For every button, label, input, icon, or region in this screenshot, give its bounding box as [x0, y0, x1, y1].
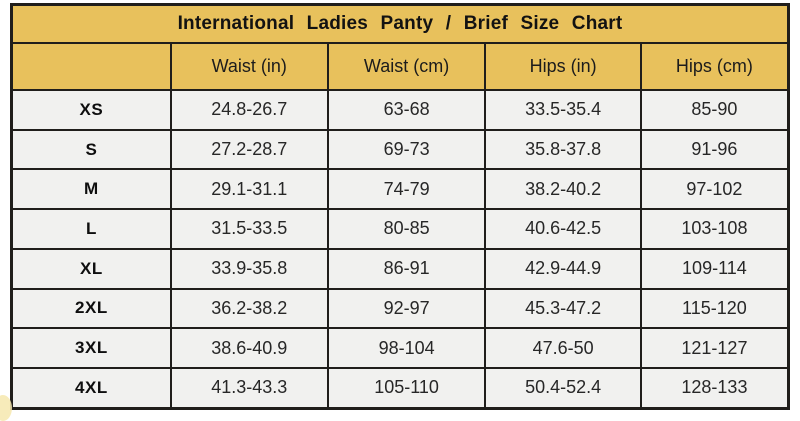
hips-in-value: 38.2-40.2	[484, 168, 642, 211]
size-label: L	[10, 208, 172, 250]
table-row-3xl: 3XL 38.6-40.9 98-104 47.6-50 121-127	[10, 327, 790, 369]
col-header-hips-in: Hips (in)	[484, 42, 642, 91]
waist-cm-value: 74-79	[326, 168, 487, 211]
table-row-xl: XL 33.9-35.8 86-91 42.9-44.9 109-114	[10, 247, 790, 290]
waist-in-value: 29.1-31.1	[169, 168, 329, 211]
hips-in-value: 50.4-52.4	[484, 366, 642, 410]
hips-in-value: 42.9-44.9	[484, 247, 642, 290]
size-label: 3XL	[10, 327, 172, 369]
waist-in-value: 41.3-43.3	[169, 366, 329, 410]
size-label: XL	[10, 247, 172, 290]
hips-cm-value: 121-127	[639, 327, 790, 369]
size-label: 2XL	[10, 287, 172, 330]
hips-cm-value: 103-108	[639, 208, 790, 250]
col-header-waist-cm: Waist (cm)	[326, 42, 487, 91]
waist-cm-value: 86-91	[326, 247, 487, 290]
waist-cm-value: 92-97	[326, 287, 487, 330]
title-row: International Ladies Panty / Brief Size …	[10, 3, 790, 44]
hips-in-value: 33.5-35.4	[484, 89, 642, 131]
table-row-m: M 29.1-31.1 74-79 38.2-40.2 97-102	[10, 168, 790, 211]
waist-cm-value: 80-85	[326, 208, 487, 250]
size-label: M	[10, 168, 172, 211]
hips-cm-value: 109-114	[639, 247, 790, 290]
table-row-4xl: 4XL 41.3-43.3 105-110 50.4-52.4 128-133	[10, 366, 790, 410]
waist-in-value: 24.8-26.7	[169, 89, 329, 131]
hips-cm-value: 115-120	[639, 287, 790, 330]
column-header-row: Waist (in) Waist (cm) Hips (in) Hips (cm…	[10, 42, 790, 91]
hips-in-value: 47.6-50	[484, 327, 642, 369]
table-row-s: S 27.2-28.7 69-73 35.8-37.8 91-96	[10, 128, 790, 171]
col-header-hips-cm: Hips (cm)	[639, 42, 790, 91]
hips-cm-value: 91-96	[639, 128, 790, 171]
waist-in-value: 31.5-33.5	[169, 208, 329, 250]
chart-title: International Ladies Panty / Brief Size …	[10, 3, 790, 44]
waist-in-value: 36.2-38.2	[169, 287, 329, 330]
waist-cm-value: 69-73	[326, 128, 487, 171]
waist-cm-value: 63-68	[326, 89, 487, 131]
size-label: S	[10, 128, 172, 171]
size-label: XS	[10, 89, 172, 131]
size-chart-table: International Ladies Panty / Brief Size …	[10, 3, 790, 410]
hips-in-value: 40.6-42.5	[484, 208, 642, 250]
table-row-xs: XS 24.8-26.7 63-68 33.5-35.4 85-90	[10, 89, 790, 131]
waist-cm-value: 98-104	[326, 327, 487, 369]
col-header-size	[10, 42, 172, 91]
waist-in-value: 27.2-28.7	[169, 128, 329, 171]
waist-in-value: 38.6-40.9	[169, 327, 329, 369]
table-row-l: L 31.5-33.5 80-85 40.6-42.5 103-108	[10, 208, 790, 250]
waist-cm-value: 105-110	[326, 366, 487, 410]
hips-in-value: 35.8-37.8	[484, 128, 642, 171]
size-label: 4XL	[10, 366, 172, 410]
col-header-waist-in: Waist (in)	[169, 42, 329, 91]
hips-in-value: 45.3-47.2	[484, 287, 642, 330]
hips-cm-value: 85-90	[639, 89, 790, 131]
waist-in-value: 33.9-35.8	[169, 247, 329, 290]
hips-cm-value: 128-133	[639, 366, 790, 410]
table-row-2xl: 2XL 36.2-38.2 92-97 45.3-47.2 115-120	[10, 287, 790, 330]
hips-cm-value: 97-102	[639, 168, 790, 211]
